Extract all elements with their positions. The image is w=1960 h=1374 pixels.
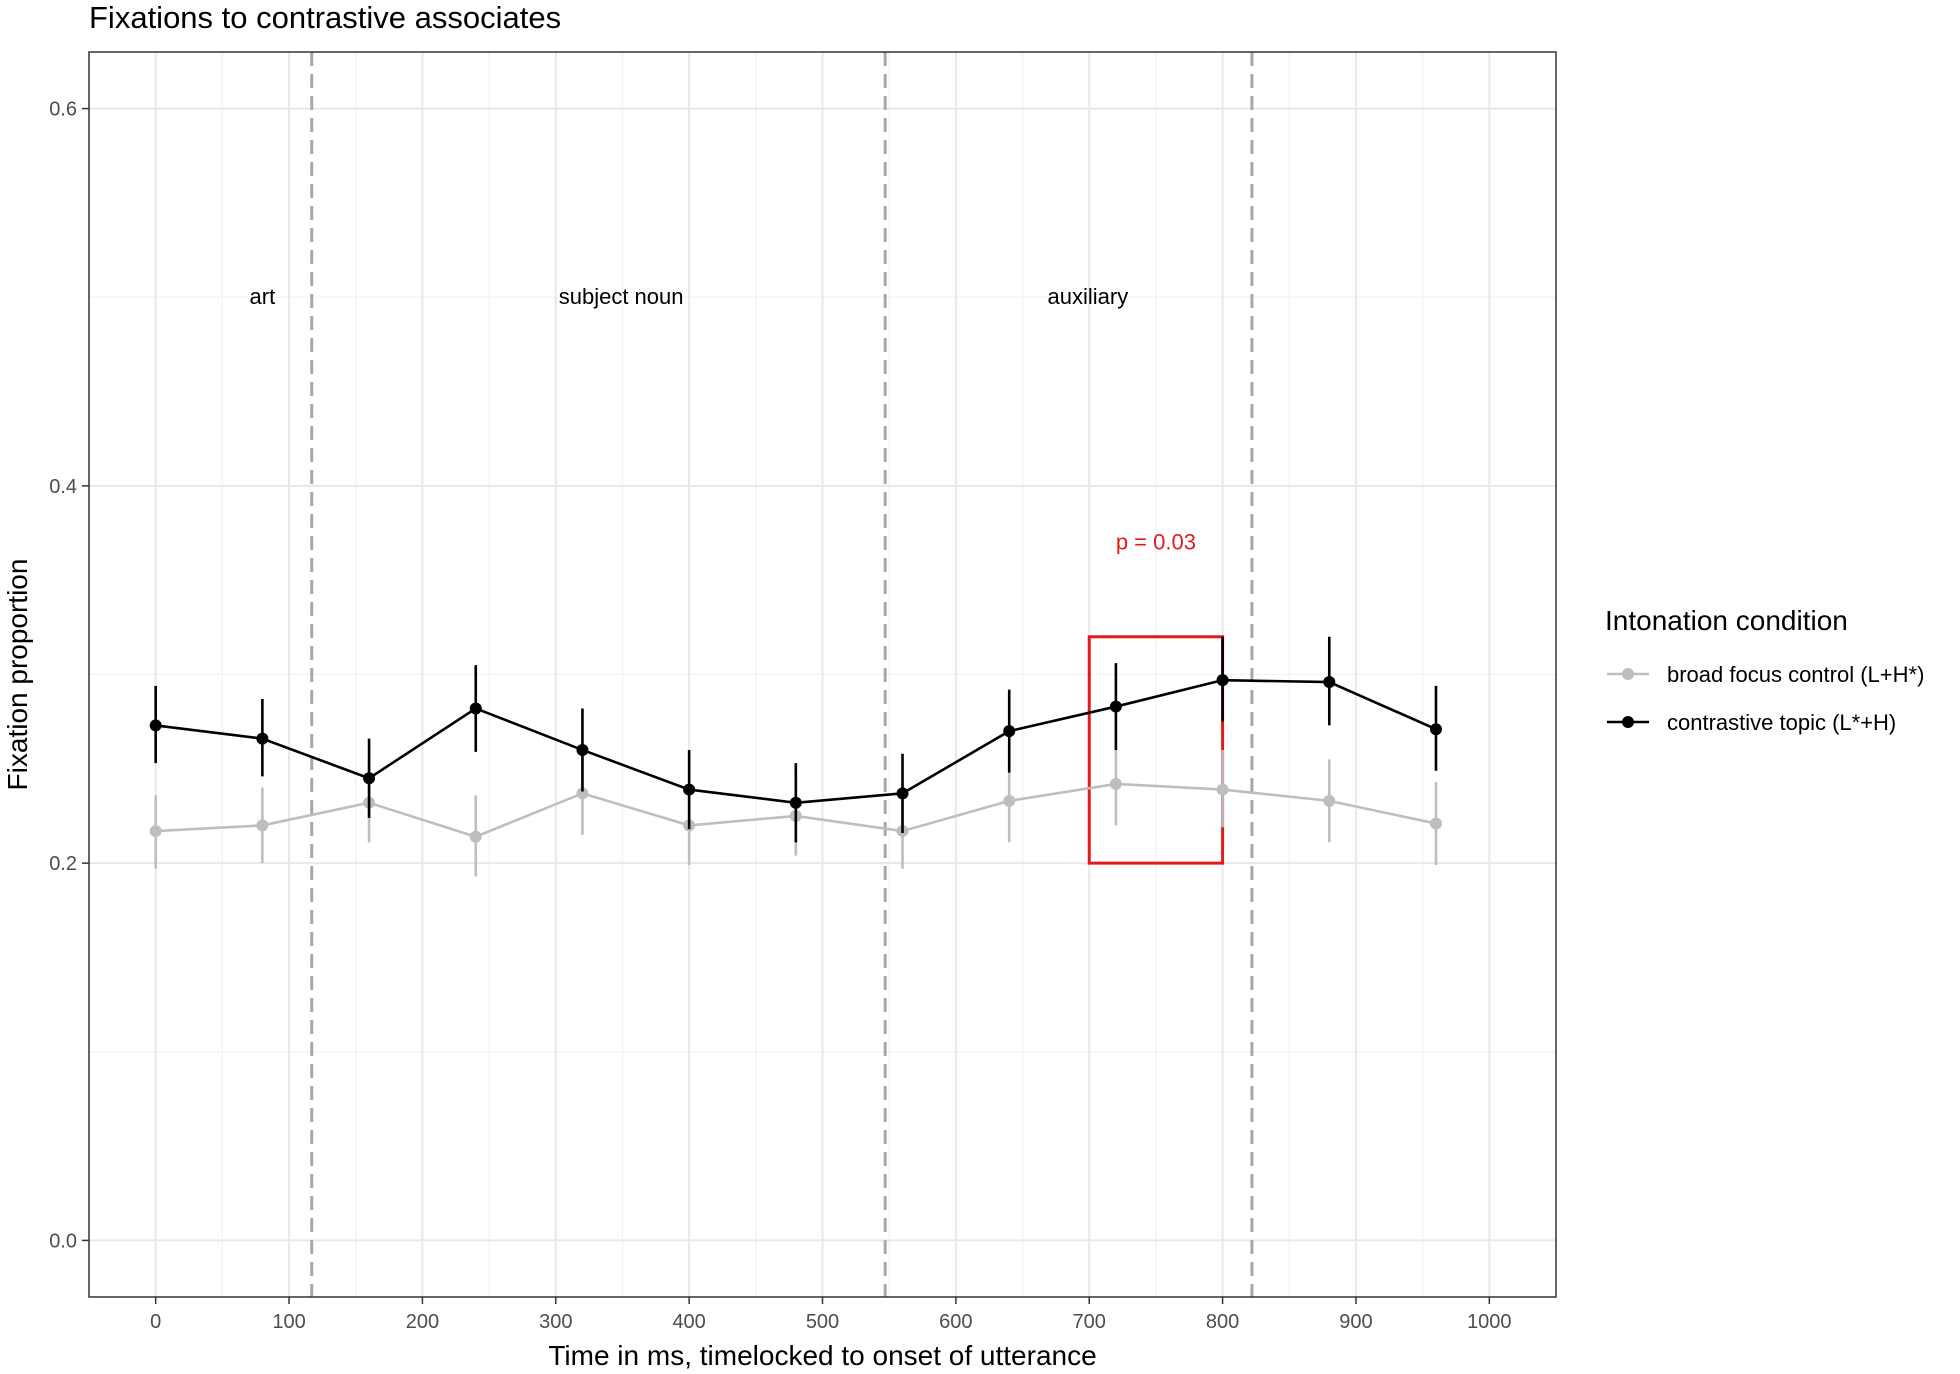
- x-tick-label: 600: [939, 1311, 972, 1333]
- x-tick-label: 500: [806, 1311, 839, 1333]
- data-point-1: [149, 719, 162, 732]
- y-tick-label: 0.0: [49, 1230, 77, 1252]
- x-tick-label: 100: [272, 1311, 305, 1333]
- data-point-1: [1216, 674, 1229, 687]
- legend-key-point: [1622, 668, 1634, 680]
- y-tick-label: 0.6: [49, 99, 77, 121]
- chart-title: Fixations to contrastive associates: [89, 0, 561, 35]
- data-point-0: [149, 825, 162, 838]
- annotation-label: auxiliary: [1048, 284, 1129, 309]
- data-point-0: [1216, 783, 1229, 796]
- x-tick-label: 800: [1206, 1311, 1239, 1333]
- annotation-label: subject noun: [559, 284, 684, 309]
- data-point-1: [683, 783, 696, 796]
- x-tick-label: 900: [1339, 1311, 1372, 1333]
- data-point-0: [576, 787, 589, 800]
- legend-label: contrastive topic (L*+H): [1667, 710, 1896, 735]
- data-point-0: [1429, 817, 1442, 830]
- data-point-1: [896, 787, 909, 800]
- x-axis-title: Time in ms, timelocked to onset of utter…: [548, 1340, 1096, 1371]
- data-point-0: [256, 819, 269, 832]
- annotation-label: art: [250, 284, 276, 309]
- data-point-1: [1109, 700, 1122, 713]
- data-point-1: [256, 732, 269, 745]
- x-tick-label: 200: [406, 1311, 439, 1333]
- x-tick-label: 400: [672, 1311, 705, 1333]
- legend-label: broad focus control (L+H*): [1667, 662, 1924, 687]
- data-point-1: [576, 743, 589, 756]
- x-tick-label: 0: [150, 1311, 161, 1333]
- data-point-1: [1323, 676, 1336, 689]
- x-tick-label: 300: [539, 1311, 572, 1333]
- legend-key-point: [1622, 716, 1634, 728]
- legend-title: Intonation condition: [1605, 605, 1848, 636]
- y-axis-title: Fixation proportion: [2, 559, 33, 791]
- x-tick-label: 700: [1073, 1311, 1106, 1333]
- data-point-1: [789, 796, 802, 809]
- x-tick-label: 1000: [1467, 1311, 1512, 1333]
- annotation-label: p = 0.03: [1116, 529, 1196, 554]
- data-point-1: [363, 772, 376, 785]
- data-point-1: [1429, 723, 1442, 736]
- data-point-0: [469, 830, 482, 843]
- data-point-1: [469, 702, 482, 715]
- y-tick-label: 0.2: [49, 853, 77, 875]
- y-tick-label: 0.4: [49, 476, 77, 498]
- data-point-0: [1003, 794, 1016, 807]
- data-point-0: [1323, 794, 1336, 807]
- data-point-0: [1109, 777, 1122, 790]
- data-point-1: [1003, 725, 1016, 738]
